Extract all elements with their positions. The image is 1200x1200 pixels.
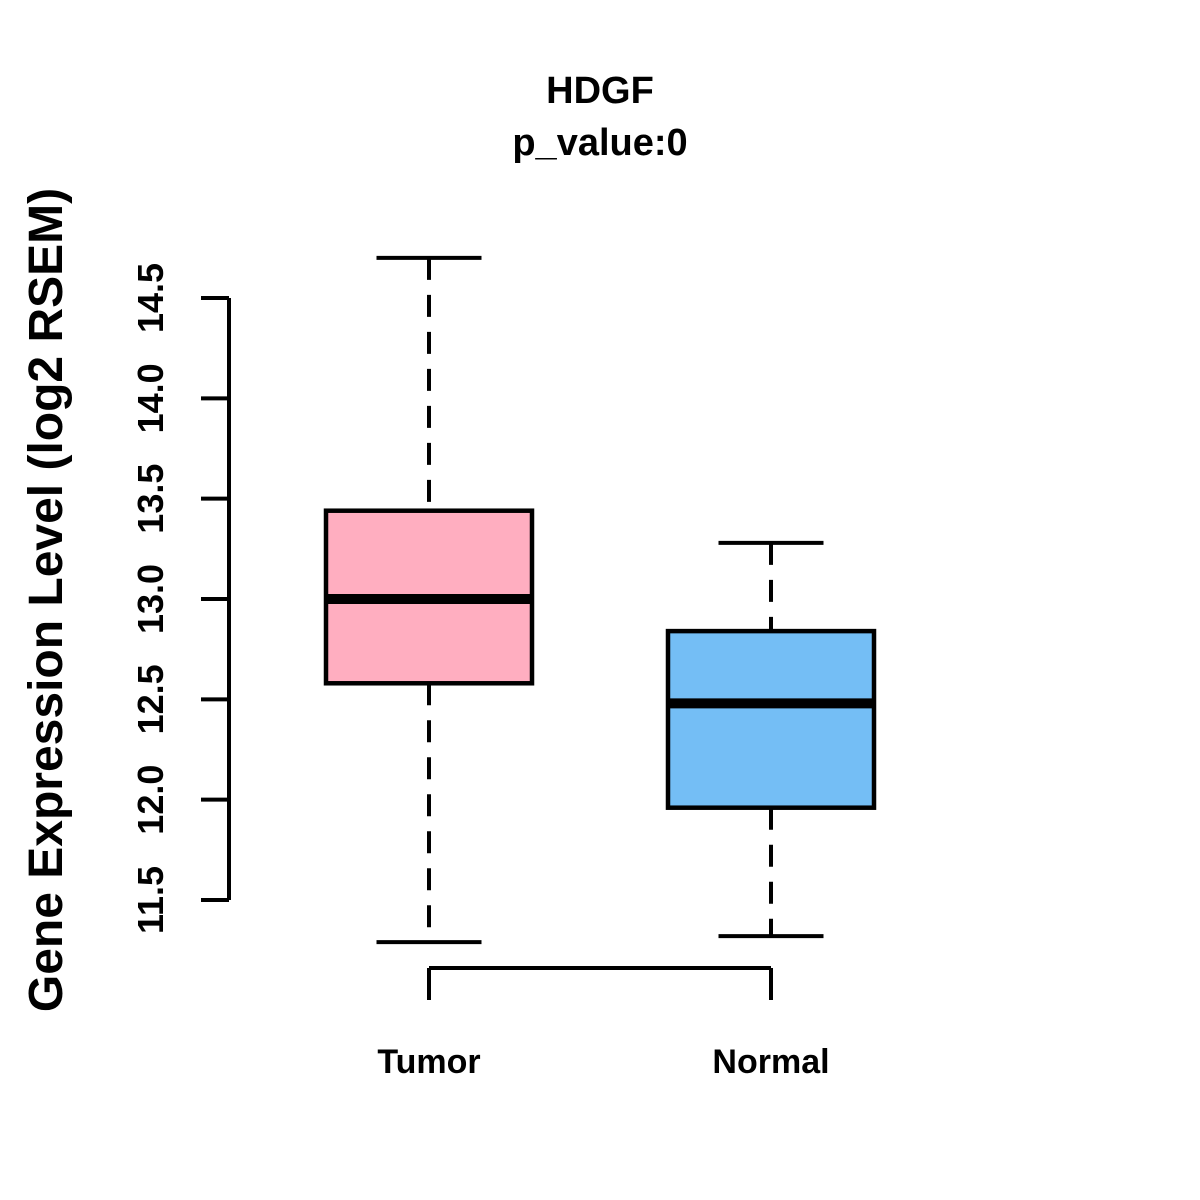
y-axis-tick-label: 12.5 xyxy=(130,664,171,734)
chart-subtitle: p_value:0 xyxy=(512,122,687,164)
category-label: Tumor xyxy=(377,1043,480,1081)
y-axis-tick-label: 13.5 xyxy=(130,464,171,534)
y-axis-title: Gene Expression Level (log2 RSEM) xyxy=(20,188,73,1012)
y-axis-tick-label: 14.0 xyxy=(130,363,171,433)
box-normal xyxy=(665,628,877,810)
category-label: Normal xyxy=(712,1043,829,1081)
y-axis-tick-label: 11.5 xyxy=(130,866,171,934)
y-axis-tick-label: 13.0 xyxy=(130,564,171,634)
y-axis-tick-label: 12.0 xyxy=(130,765,171,835)
y-axis-tick-label: 14.5 xyxy=(130,263,171,333)
chart-title: HDGF xyxy=(546,70,654,112)
plot-elements: 11.5 12.0 12.5 13.0 13.5 14.0 14.5 Tumor Normal xyxy=(130,255,877,1081)
